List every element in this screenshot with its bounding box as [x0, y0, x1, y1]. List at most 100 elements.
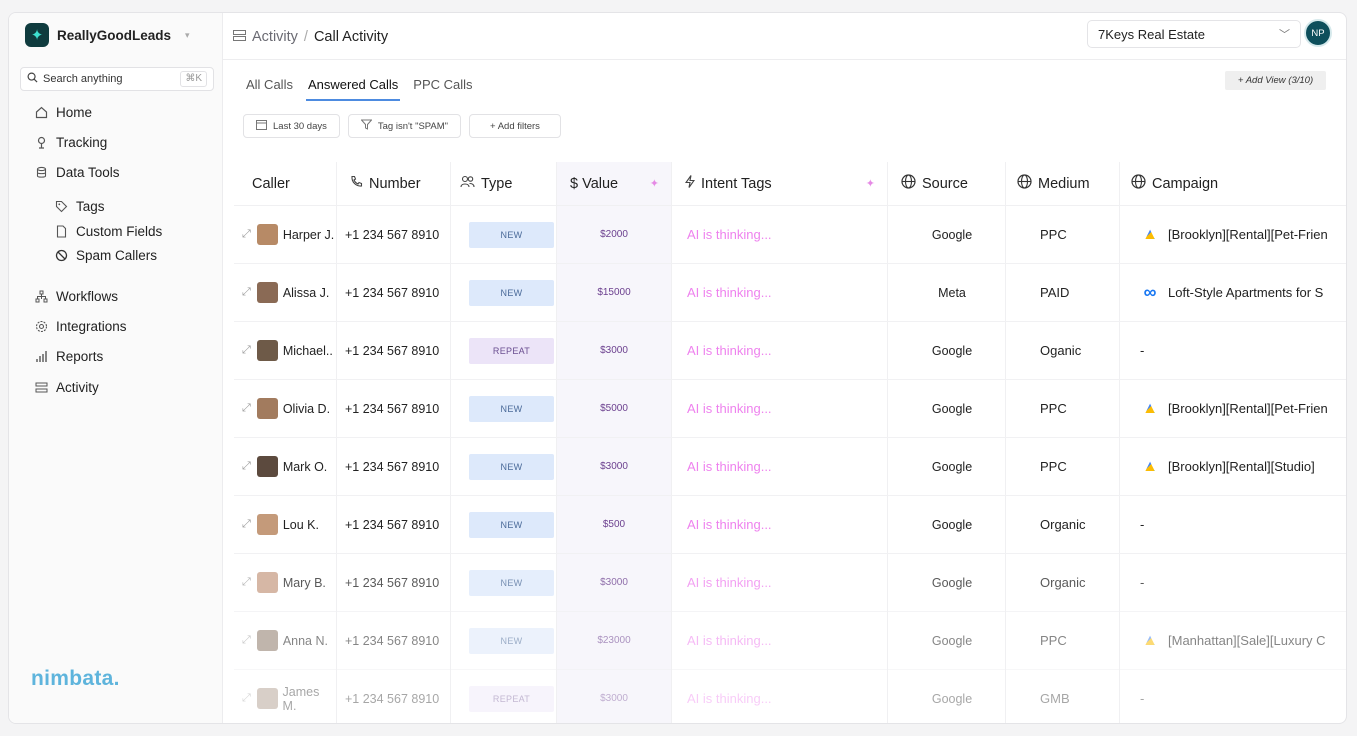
medium-cell: Organic	[1040, 517, 1086, 532]
intent-tags-cell: AI is thinking...	[687, 575, 772, 590]
expand-icon[interactable]: ⤢	[242, 286, 251, 298]
medium-cell: Organic	[1040, 575, 1086, 590]
table-row[interactable]: ⤢ Mark O. +1 234 567 8910 NEW $3000 AI is thi…	[234, 438, 1346, 496]
table-row[interactable]: ⤢ Anna N. +1 234 567 8910 NEW $23000 AI is th…	[234, 612, 1346, 670]
campaign-name: -	[1140, 517, 1145, 532]
phone-number: +1 234 567 8910	[345, 633, 440, 648]
list-icon	[35, 381, 48, 394]
type-badge: REPEAT	[469, 337, 554, 364]
sidebar-item-workflows[interactable]: Workflows	[35, 289, 118, 304]
bar-chart-icon	[35, 350, 48, 363]
tab-answered-calls[interactable]: Answered Calls	[305, 77, 401, 101]
sidebar-item-tags[interactable]: Tags	[55, 199, 105, 214]
tag-icon	[55, 200, 68, 213]
number-cell: +1 234 567 8910	[345, 380, 450, 437]
campaign-name: Loft-Style Apartments for S	[1168, 285, 1324, 300]
phone-number: +1 234 567 8910	[345, 401, 440, 416]
table-row[interactable]: ⤢ Michael.. +1 234 567 8910 REPEAT $3000 AI i…	[234, 322, 1346, 380]
expand-icon[interactable]: ⤢	[242, 692, 251, 704]
type-badge: NEW	[469, 511, 554, 538]
tab-ppc-calls[interactable]: PPC Calls	[413, 77, 473, 92]
google-ads-icon: ▲	[1140, 226, 1160, 244]
column-header-number[interactable]: Number	[336, 162, 450, 206]
table-row[interactable]: ⤢ Mary B. +1 234 567 8910 NEW $3000 AI is thi…	[234, 554, 1346, 612]
source-cell: Meta	[938, 285, 966, 300]
value-cell: $3000	[600, 577, 628, 588]
intent-tags-cell: AI is thinking...	[687, 459, 772, 474]
sidebar-item-reports[interactable]: Reports	[35, 349, 103, 364]
number-cell: +1 234 567 8910	[345, 670, 450, 723]
google-ads-icon: ▲	[1140, 400, 1160, 418]
globe-icon	[1131, 174, 1146, 193]
type-cell: NEW	[469, 380, 556, 437]
user-avatar[interactable]: NP	[1304, 19, 1332, 47]
sidebar-item-data-tools[interactable]: Data Tools	[35, 165, 120, 180]
sidebar-item-custom-fields[interactable]: Custom Fields	[55, 224, 162, 239]
sidebar-item-activity[interactable]: Activity	[35, 380, 99, 395]
column-header-label: Type	[481, 175, 513, 192]
file-icon	[55, 225, 68, 238]
expand-icon[interactable]: ⤢	[242, 344, 251, 356]
expand-icon[interactable]: ⤢	[242, 576, 251, 588]
sparkle-icon[interactable]: ✦	[865, 178, 875, 190]
caller-cell: ⤢ Alissa J.	[242, 264, 336, 321]
column-header-label: Source	[922, 175, 968, 192]
phone-number: +1 234 567 8910	[345, 517, 440, 532]
sidebar-item-home[interactable]: Home	[35, 105, 92, 120]
column-header-medium[interactable]: Medium	[1005, 162, 1119, 206]
globe-icon	[901, 174, 916, 193]
phone-number: +1 234 567 8910	[345, 459, 440, 474]
number-cell: +1 234 567 8910	[345, 496, 450, 553]
add-filters-button[interactable]: + Add filters	[469, 114, 561, 138]
search-input[interactable]: Search anything ⌘K	[20, 67, 214, 91]
caller-avatar	[256, 514, 278, 535]
column-header-campaign[interactable]: Campaign	[1119, 162, 1346, 206]
table-row[interactable]: ⤢ Lou K. +1 234 567 8910 NEW $500 AI is think…	[234, 496, 1346, 554]
column-header-type[interactable]: Type	[450, 162, 556, 206]
add-view-button[interactable]: + Add View (3/10)	[1225, 71, 1326, 90]
table-row[interactable]: ⤢ Harper J. +1 234 567 8910 NEW $2000 AI is t…	[234, 206, 1346, 264]
workspace-switcher[interactable]: ✦ ReallyGoodLeads ▾	[25, 23, 190, 47]
sidebar-item-label: Custom Fields	[76, 224, 163, 239]
value-cell: $3000	[600, 693, 628, 704]
column-header-source[interactable]: Source	[887, 162, 1005, 206]
sidebar-item-label: Reports	[56, 349, 104, 364]
campaign-cell: ▲ [Brooklyn][Rental][Studio]	[1140, 438, 1346, 495]
column-header-caller[interactable]: Caller	[234, 162, 336, 206]
value-column-background	[557, 162, 671, 723]
sparkle-icon[interactable]: ✦	[649, 178, 659, 190]
expand-icon[interactable]: ⤢	[242, 228, 251, 240]
tag-filter[interactable]: Tag isn't "SPAM"	[347, 114, 462, 138]
campaign-name: [Brooklyn][Rental][Pet-Frien	[1168, 227, 1328, 242]
tab-all-calls[interactable]: All Calls	[246, 77, 293, 92]
top-bar: Activity / Call Activity 7Keys Real Esta…	[223, 13, 1346, 60]
column-header-intent-tags[interactable]: Intent Tags ✦	[671, 162, 887, 206]
expand-icon[interactable]: ⤢	[242, 402, 251, 414]
list-icon	[233, 29, 246, 45]
caller-cell: ⤢ Harper J.	[242, 206, 336, 263]
campaign-cell: ▲ [Brooklyn][Rental][Pet-Frien	[1140, 206, 1346, 263]
sidebar-item-spam-callers[interactable]: Spam Callers	[55, 248, 157, 263]
intent-tags-cell: AI is thinking...	[687, 343, 772, 358]
google-ads-icon: ▲	[1140, 632, 1160, 650]
sidebar-item-integrations[interactable]: Integrations	[35, 319, 127, 334]
caller-name: Harper J.	[282, 227, 335, 242]
expand-icon[interactable]: ⤢	[242, 634, 251, 646]
expand-icon[interactable]: ⤢	[242, 518, 251, 530]
value-cell: $2000	[600, 229, 628, 240]
type-cell: REPEAT	[469, 670, 556, 723]
date-filter[interactable]: Last 30 days	[243, 114, 340, 138]
chevron-down-icon: ﹀	[1279, 29, 1290, 41]
sidebar-item-tracking[interactable]: Tracking	[35, 135, 107, 150]
table-row[interactable]: ⤢ James M. +1 234 567 8910 REPEAT $3000 AI is…	[234, 670, 1346, 723]
breadcrumb-parent[interactable]: Activity	[252, 29, 298, 45]
table-row[interactable]: ⤢ Alissa J. +1 234 567 8910 NEW $15000 AI is …	[234, 264, 1346, 322]
expand-icon[interactable]: ⤢	[242, 460, 251, 472]
campaign-cell: ▲ [Brooklyn][Rental][Pet-Frien	[1140, 380, 1346, 437]
table-row[interactable]: ⤢ Olivia D. +1 234 567 8910 NEW $5000 AI is t…	[234, 380, 1346, 438]
type-cell: REPEAT	[469, 322, 556, 379]
organization-select[interactable]: 7Keys Real Estate ﹀	[1087, 20, 1301, 48]
source-cell: Google	[931, 227, 973, 242]
column-header-value[interactable]: $ Value ✦	[556, 162, 671, 206]
medium-cell: PPC	[1040, 633, 1067, 648]
